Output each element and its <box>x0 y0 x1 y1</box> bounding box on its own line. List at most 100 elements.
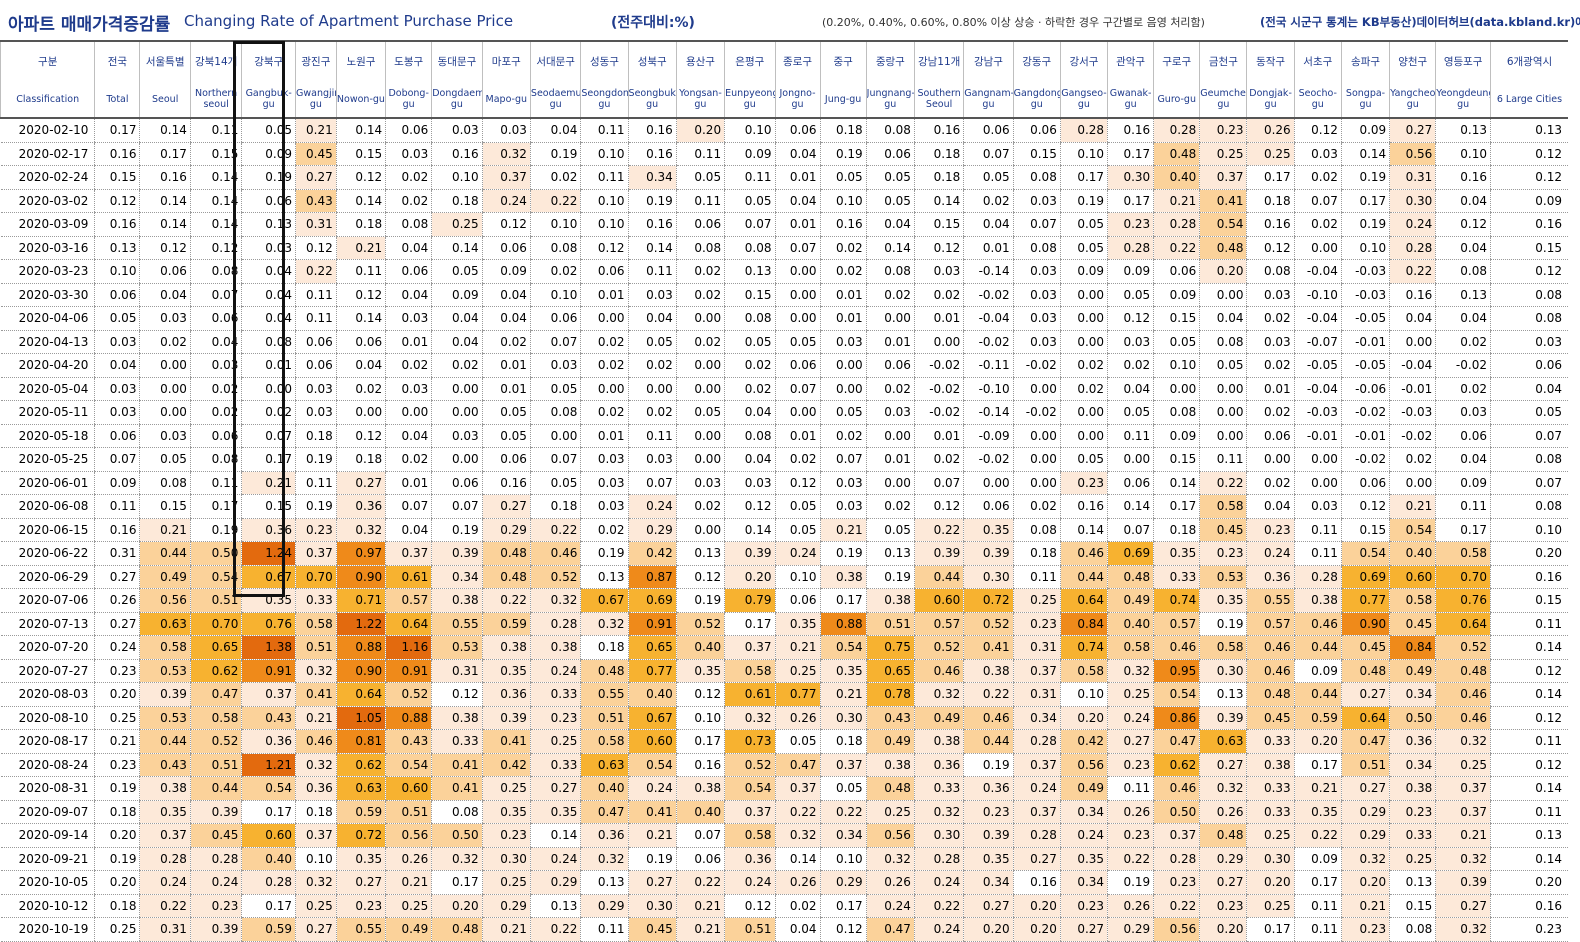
rate-cell: 0.10 <box>1059 142 1108 166</box>
rate-cell: 0.12 <box>774 471 821 495</box>
table-row: 2020-09-21 0.19 0.28 0.28 0.40 0.10 0.35 0.26 0.… <box>0 847 1568 871</box>
rate-cell: 0.28 <box>1012 729 1061 754</box>
rate-cell: 0.38 <box>963 659 1014 683</box>
rate-cell: 0.06 <box>1340 471 1390 495</box>
rate-cell: 0.01 <box>774 165 821 190</box>
rate-cell: 0.28 <box>1153 118 1200 143</box>
rate-cell: 0.02 <box>819 424 867 448</box>
rate-cell: 0.25 <box>94 917 140 942</box>
rate-cell: 0.13 <box>241 212 296 237</box>
rate-cell: 0.40 <box>675 635 725 660</box>
rate-cell: -0.06 <box>1340 377 1390 401</box>
rate-cell: 0.63 <box>1199 729 1247 754</box>
rate-cell: 0.03 <box>1293 494 1342 519</box>
rate-cell: 0.35 <box>1153 541 1200 566</box>
rate-cell: 0.19 <box>1340 212 1390 237</box>
rate-cell: 0.36 <box>913 753 964 777</box>
rate-cell: 0.34 <box>1389 682 1436 707</box>
rate-cell: 0.07 <box>241 424 296 448</box>
rate-cell: 0.23 <box>963 800 1014 824</box>
rate-cell: 0.00 <box>1012 447 1061 472</box>
rate-cell: 0.04 <box>94 353 140 378</box>
rate-cell: -0.01 <box>1340 330 1390 354</box>
rate-cell: 0.51 <box>580 706 629 730</box>
column-header-en: Seongdong-gu <box>580 81 629 119</box>
rate-cell: 0.20 <box>1489 541 1568 566</box>
rate-cell: 0.02 <box>913 447 964 472</box>
rate-cell: 0.22 <box>963 682 1014 707</box>
rate-cell: 0.08 <box>1012 236 1061 260</box>
rate-cell: 0.18 <box>819 729 867 754</box>
rate-cell: 0.91 <box>241 659 296 683</box>
rate-cell: 0.12 <box>1246 236 1295 260</box>
rate-cell: 0.26 <box>94 588 140 613</box>
rate-cell: 0.03 <box>94 377 140 401</box>
column-header-ko: 성동구 <box>580 40 629 81</box>
rate-cell: 0.12 <box>819 917 867 942</box>
rate-cell: 0.46 <box>1435 706 1491 730</box>
rate-cell: 0.21 <box>1389 494 1436 519</box>
rate-cell: 0.03 <box>819 330 867 354</box>
rate-cell: -0.03 <box>1293 400 1342 425</box>
rate-cell: 0.57 <box>1153 612 1200 636</box>
rate-cell: 0.34 <box>819 823 867 848</box>
rate-cell: 0.00 <box>865 471 915 495</box>
rate-cell: 0.32 <box>580 847 629 871</box>
rate-cell: 0.58 <box>1107 635 1154 660</box>
row-date: 2020-04-06 <box>0 306 95 331</box>
rate-cell: 0.58 <box>724 659 775 683</box>
rate-cell: 0.35 <box>139 800 191 824</box>
rate-cell: 0.21 <box>1153 189 1200 213</box>
rate-cell: 0.02 <box>1435 377 1491 401</box>
rate-cell: 0.00 <box>431 377 483 401</box>
rate-cell: 0.19 <box>865 565 915 589</box>
column-header-ko: 강동구 <box>1012 40 1061 81</box>
rate-cell: 0.14 <box>335 306 386 331</box>
rate-cell: -0.02 <box>913 400 964 425</box>
column-header-en: Jung-gu <box>819 81 867 119</box>
rate-cell: 0.29 <box>481 518 531 542</box>
rate-cell: 0.31 <box>1012 635 1061 660</box>
rate-cell: 0.19 <box>627 847 677 871</box>
rate-cell: -0.02 <box>963 330 1014 354</box>
rate-cell: 0.52 <box>529 565 581 589</box>
rate-cell: 0.02 <box>580 353 629 378</box>
rate-cell: 0.27 <box>627 870 677 895</box>
rate-cell: 0.16 <box>913 118 964 143</box>
rate-cell: 0.61 <box>385 565 432 589</box>
column-header-ko: 강북구 <box>241 40 296 81</box>
rate-cell: 0.16 <box>481 471 531 495</box>
rate-cell: 0.03 <box>580 471 629 495</box>
rate-cell: 0.35 <box>481 659 531 683</box>
column-header-ko: 강남구 <box>963 40 1014 81</box>
rate-cell: 0.20 <box>1293 729 1342 754</box>
rate-cell: 0.13 <box>94 236 140 260</box>
rate-cell: 0.47 <box>865 917 915 942</box>
rate-cell: 0.16 <box>94 212 140 237</box>
column-header-ko: 서대문구 <box>529 40 581 81</box>
row-date: 2020-06-29 <box>0 565 95 589</box>
rate-cell: 0.04 <box>241 259 296 284</box>
rate-cell: 0.24 <box>1389 212 1436 237</box>
rate-cell: 0.28 <box>1389 236 1436 260</box>
rate-cell: 0.14 <box>1489 682 1568 707</box>
rate-cell: 0.10 <box>295 847 337 871</box>
rate-cell: 0.47 <box>774 753 821 777</box>
rate-cell: 0.27 <box>335 870 386 895</box>
rate-cell: 0.00 <box>913 330 964 354</box>
rate-cell: 0.11 <box>1435 494 1491 519</box>
rate-cell: 0.02 <box>675 259 725 284</box>
column-header-en: Gwanak-gu <box>1107 81 1154 119</box>
rate-cell: 0.02 <box>1059 377 1108 401</box>
table-row: 2020-05-18 0.06 0.03 0.06 0.07 0.18 0.12 0.04 0.… <box>0 424 1568 448</box>
rate-cell: 0.20 <box>94 823 140 848</box>
rate-cell: 0.52 <box>675 612 725 636</box>
rate-cell: 0.27 <box>1389 118 1436 143</box>
rate-cell: 0.02 <box>865 377 915 401</box>
rate-cell: 0.12 <box>913 494 964 519</box>
rate-cell: 0.09 <box>1435 471 1491 495</box>
rate-cell: 0.05 <box>774 729 821 754</box>
rate-cell: 0.03 <box>481 118 531 143</box>
rate-cell: 0.31 <box>1012 682 1061 707</box>
rate-cell: 0.27 <box>94 612 140 636</box>
